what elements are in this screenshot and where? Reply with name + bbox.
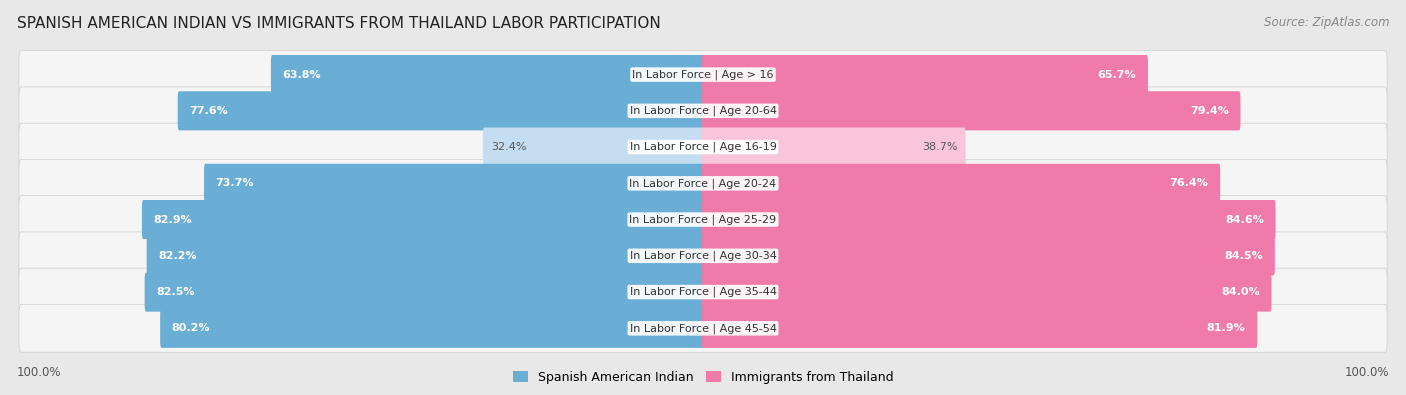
Text: In Labor Force | Age 16-19: In Labor Force | Age 16-19 [630, 142, 776, 152]
FancyBboxPatch shape [18, 87, 1388, 135]
Text: 79.4%: 79.4% [1189, 106, 1229, 116]
FancyBboxPatch shape [145, 273, 704, 312]
FancyBboxPatch shape [204, 164, 704, 203]
Text: 100.0%: 100.0% [1344, 366, 1389, 379]
FancyBboxPatch shape [160, 309, 704, 348]
Text: 82.9%: 82.9% [153, 214, 193, 225]
Text: 82.2%: 82.2% [159, 251, 197, 261]
Text: In Labor Force | Age 20-24: In Labor Force | Age 20-24 [630, 178, 776, 188]
FancyBboxPatch shape [18, 196, 1388, 243]
Text: 84.0%: 84.0% [1222, 287, 1260, 297]
FancyBboxPatch shape [702, 91, 1240, 130]
FancyBboxPatch shape [702, 164, 1220, 203]
Text: 81.9%: 81.9% [1206, 324, 1246, 333]
FancyBboxPatch shape [271, 55, 704, 94]
Text: 38.7%: 38.7% [922, 142, 957, 152]
FancyBboxPatch shape [702, 128, 966, 167]
Text: 82.5%: 82.5% [156, 287, 195, 297]
Text: 32.4%: 32.4% [491, 142, 527, 152]
Text: 73.7%: 73.7% [215, 178, 254, 188]
FancyBboxPatch shape [18, 51, 1388, 98]
Text: Source: ZipAtlas.com: Source: ZipAtlas.com [1264, 16, 1389, 29]
FancyBboxPatch shape [702, 309, 1257, 348]
Text: In Labor Force | Age 20-64: In Labor Force | Age 20-64 [630, 105, 776, 116]
Legend: Spanish American Indian, Immigrants from Thailand: Spanish American Indian, Immigrants from… [508, 366, 898, 389]
FancyBboxPatch shape [18, 232, 1388, 280]
Text: 100.0%: 100.0% [17, 366, 62, 379]
FancyBboxPatch shape [177, 91, 704, 130]
FancyBboxPatch shape [146, 236, 704, 275]
FancyBboxPatch shape [18, 160, 1388, 207]
Text: SPANISH AMERICAN INDIAN VS IMMIGRANTS FROM THAILAND LABOR PARTICIPATION: SPANISH AMERICAN INDIAN VS IMMIGRANTS FR… [17, 16, 661, 31]
FancyBboxPatch shape [702, 236, 1275, 275]
Text: 84.5%: 84.5% [1225, 251, 1263, 261]
FancyBboxPatch shape [702, 273, 1271, 312]
Text: In Labor Force | Age 25-29: In Labor Force | Age 25-29 [630, 214, 776, 225]
FancyBboxPatch shape [142, 200, 704, 239]
Text: 80.2%: 80.2% [172, 324, 211, 333]
Text: In Labor Force | Age > 16: In Labor Force | Age > 16 [633, 70, 773, 80]
Text: 76.4%: 76.4% [1170, 178, 1209, 188]
FancyBboxPatch shape [702, 200, 1275, 239]
FancyBboxPatch shape [702, 55, 1147, 94]
Text: In Labor Force | Age 35-44: In Labor Force | Age 35-44 [630, 287, 776, 297]
Text: 63.8%: 63.8% [283, 70, 321, 79]
Text: 65.7%: 65.7% [1098, 70, 1136, 79]
Text: In Labor Force | Age 45-54: In Labor Force | Age 45-54 [630, 323, 776, 333]
FancyBboxPatch shape [18, 305, 1388, 352]
Text: In Labor Force | Age 30-34: In Labor Force | Age 30-34 [630, 250, 776, 261]
FancyBboxPatch shape [482, 128, 704, 167]
FancyBboxPatch shape [18, 123, 1388, 171]
Text: 77.6%: 77.6% [190, 106, 228, 116]
FancyBboxPatch shape [18, 268, 1388, 316]
Text: 84.6%: 84.6% [1225, 214, 1264, 225]
